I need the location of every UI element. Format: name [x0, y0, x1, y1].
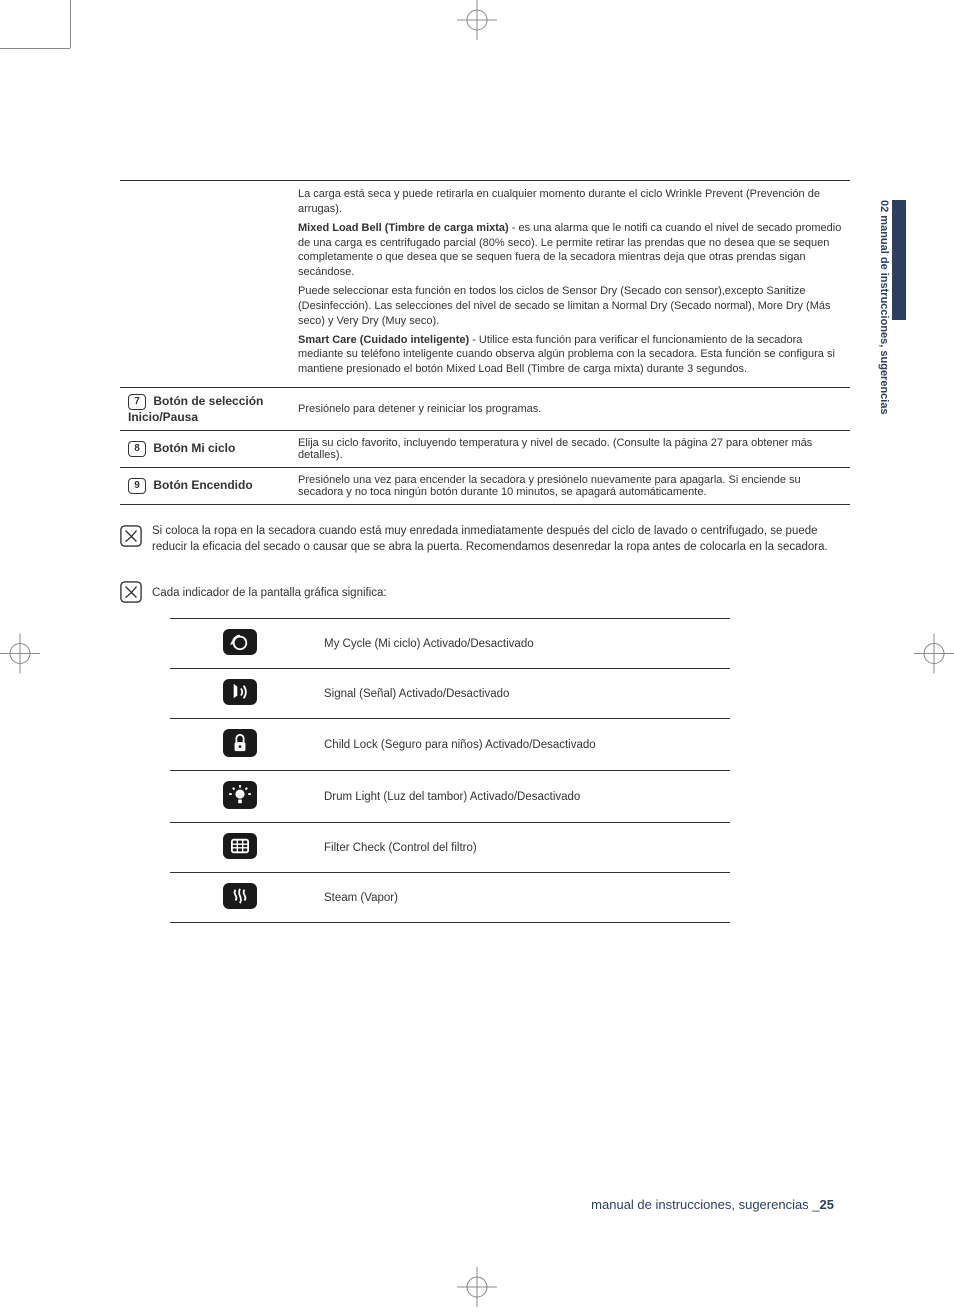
table-row: 8 Botón Mi ciclo Elija su ciclo favorito… [120, 431, 850, 468]
steam-icon [223, 883, 257, 909]
control-label: Botón Encendido [153, 478, 252, 492]
desc-text: Mixed Load Bell (Timbre de carga mixta) … [298, 221, 842, 280]
table-row: Signal (Señal) Activado/Desactivado [170, 669, 730, 719]
indicator-intro: Cada indicador de la pantalla gráfica si… [120, 579, 850, 606]
indicator-label: Filter Check (Control del filtro) [310, 823, 730, 873]
side-tab-label: 02 manual de instrucciones, sugerencias [878, 200, 890, 415]
section-side-tab: 02 manual de instrucciones, sugerencias [878, 200, 906, 600]
page-number: 25 [820, 1197, 834, 1212]
table-row: Drum Light (Luz del tambor) Activado/Des… [170, 771, 730, 823]
filter-check-icon [223, 833, 257, 859]
child-lock-icon [223, 729, 257, 757]
table-row: 9 Botón Encendido Presiónelo una vez par… [120, 468, 850, 505]
drum-light-icon [223, 781, 257, 809]
table-row: La carga está seca y puede retirarla en … [120, 181, 850, 388]
table-row: 7 Botón de selección Inicio/Pausa Presió… [120, 388, 850, 431]
indicator-intro-text: Cada indicador de la pantalla gráfica si… [152, 587, 387, 599]
registration-mark-icon [914, 634, 954, 674]
step-number-badge: 9 [128, 478, 146, 494]
footer-text: manual de instrucciones, sugerencias _ [591, 1197, 819, 1212]
indicator-label: Drum Light (Luz del tambor) Activado/Des… [310, 771, 730, 823]
control-description: Presiónelo para detener y reiniciar los … [290, 388, 850, 431]
registration-mark-icon [457, 0, 497, 40]
control-label: Botón de selección Inicio/Pausa [128, 394, 263, 424]
indicator-label: My Cycle (Mi ciclo) Activado/Desactivado [310, 619, 730, 669]
table-row: Child Lock (Seguro para niños) Activado/… [170, 719, 730, 771]
note-icon [120, 525, 142, 552]
table-row: Steam (Vapor) [170, 873, 730, 923]
desc-text: Smart Care (Cuidado inteligente) - Utili… [298, 333, 842, 378]
step-number-badge: 8 [128, 441, 146, 457]
table-row: My Cycle (Mi ciclo) Activado/Desactivado [170, 619, 730, 669]
indicator-label: Signal (Señal) Activado/Desactivado [310, 669, 730, 719]
table-row: Filter Check (Control del filtro) [170, 823, 730, 873]
note-block: Si coloca la ropa en la secadora cuando … [120, 523, 850, 555]
indicator-label: Steam (Vapor) [310, 873, 730, 923]
indicator-label: Child Lock (Seguro para niños) Activado/… [310, 719, 730, 771]
step-number-badge: 7 [128, 394, 146, 410]
registration-mark-icon [0, 634, 40, 674]
registration-mark-icon [457, 1267, 497, 1307]
control-description: Elija su ciclo favorito, incluyendo temp… [290, 431, 850, 468]
note-text: Si coloca la ropa en la secadora cuando … [152, 523, 850, 555]
note-icon [120, 581, 142, 606]
my-cycle-icon [223, 629, 257, 655]
page-footer: manual de instrucciones, sugerencias _25 [591, 1197, 834, 1212]
desc-text: Puede seleccionar esta función en todos … [298, 284, 842, 329]
page-content: La carga está seca y puede retirarla en … [120, 180, 850, 923]
desc-text: La carga está seca y puede retirarla en … [298, 187, 842, 217]
signal-icon [223, 679, 257, 705]
controls-description-table: La carga está seca y puede retirarla en … [120, 180, 850, 505]
control-label: Botón Mi ciclo [153, 441, 235, 455]
indicator-table: My Cycle (Mi ciclo) Activado/Desactivado… [170, 618, 730, 923]
control-description: Presiónelo una vez para encender la seca… [290, 468, 850, 505]
